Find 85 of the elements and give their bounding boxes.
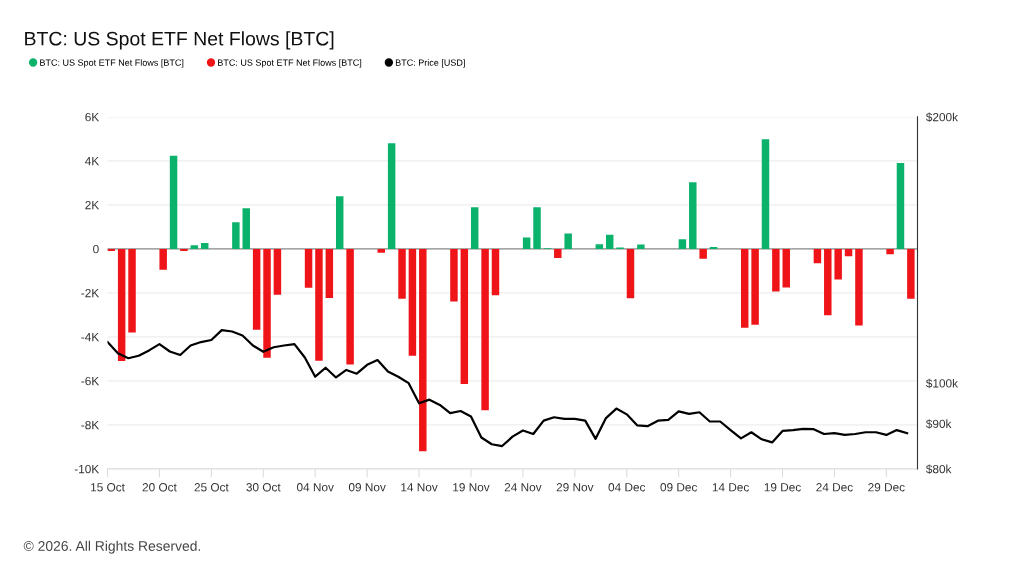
bar — [252, 248, 261, 330]
bar — [460, 248, 469, 384]
x-tick-label: 30 Oct — [246, 483, 281, 492]
bar — [128, 248, 136, 333]
bar — [450, 248, 458, 302]
x-tick-label: 19 Nov — [453, 483, 490, 492]
x-tick-label: 14 Dec — [712, 483, 749, 492]
x-tick-label: 04 Nov — [296, 483, 334, 492]
bar — [782, 248, 790, 288]
bar — [699, 248, 707, 259]
bar — [772, 248, 780, 292]
bar — [273, 248, 282, 295]
bar — [554, 248, 562, 258]
bar — [855, 248, 863, 326]
x-tick-label: 19 Dec — [764, 483, 801, 492]
y-tick-label: -4K — [81, 333, 100, 342]
y-tick-label: -8K — [81, 420, 100, 430]
bar — [626, 248, 635, 299]
bar — [522, 237, 531, 249]
y-tick-label: 6K — [85, 112, 100, 122]
y2-tick-label: $100k — [925, 378, 959, 389]
text: © 2026. All Rights Reserved. — [23, 540, 201, 554]
bar — [200, 242, 209, 249]
y-tick-label: -2K — [81, 288, 100, 298]
bar — [242, 208, 250, 249]
bar — [408, 248, 417, 356]
bar — [159, 248, 167, 270]
bar — [190, 245, 199, 249]
y-tick-label: -6K — [81, 376, 100, 386]
bar — [751, 248, 759, 325]
bar — [605, 234, 614, 249]
bar — [740, 248, 749, 328]
chart-title: BTC: US Spot ETF Net Flows [BTC] — [25, 31, 334, 50]
y-tick-label: 4K — [85, 157, 100, 166]
line-series — [107, 329, 909, 448]
bar — [263, 248, 271, 358]
bar — [844, 248, 853, 257]
bar — [533, 207, 541, 249]
bar — [678, 239, 687, 249]
x-tick-label: 29 Dec — [868, 483, 905, 492]
bar — [346, 248, 354, 365]
bar — [398, 248, 406, 299]
bar — [813, 248, 822, 264]
bar — [470, 207, 479, 249]
bar — [896, 162, 905, 249]
y2-tick-label: $90k — [925, 419, 952, 429]
x-tick-label: 29 Nov — [556, 483, 594, 492]
y-tick-label: 0 — [93, 244, 99, 254]
bar — [335, 196, 344, 249]
x-tick-label: 24 Nov — [504, 483, 542, 492]
bar — [387, 143, 396, 249]
bar — [564, 233, 572, 249]
x-tick-label: 14 Nov — [401, 483, 438, 492]
x-tick-label: 09 Nov — [348, 483, 386, 492]
x-tick-label: 24 Dec — [816, 483, 853, 492]
bar — [315, 248, 323, 361]
bar — [117, 248, 126, 362]
legend-label: BTC: US Spot ETF Net Flows [BTC] — [40, 59, 184, 68]
x-tick-label: 20 Oct — [142, 483, 177, 492]
bar — [886, 248, 894, 255]
bar — [419, 248, 427, 452]
bar — [824, 248, 832, 316]
bar — [304, 248, 313, 288]
bar — [232, 222, 240, 249]
y-tick-label: 2K — [85, 200, 100, 210]
bar — [377, 248, 385, 253]
legend-label: BTC: Price [USD] — [395, 59, 465, 68]
bar — [491, 248, 500, 296]
y2-tick-label: $200k — [925, 112, 959, 123]
legend-label: BTC: US Spot ETF Net Flows [BTC] — [218, 59, 362, 68]
bar — [834, 248, 842, 280]
bar — [481, 248, 489, 411]
bar — [595, 244, 604, 249]
y-tick-label: -10K — [74, 464, 100, 474]
bar — [325, 248, 334, 298]
x-tick-label: 25 Oct — [194, 483, 229, 492]
bar — [907, 248, 915, 299]
x-tick-label: 15 Oct — [91, 483, 125, 492]
x-tick-label: 04 Dec — [608, 483, 646, 492]
bar — [761, 139, 770, 249]
bar — [689, 182, 697, 249]
x-tick-label: 09 Dec — [660, 483, 698, 492]
bar — [637, 244, 645, 249]
y2-tick-label: $80k — [925, 464, 952, 474]
bar — [169, 155, 178, 249]
